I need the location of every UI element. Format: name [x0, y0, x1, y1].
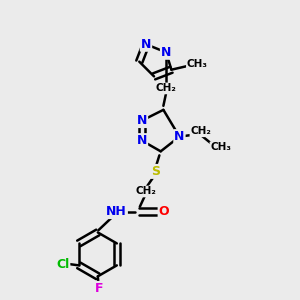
Text: N: N [174, 130, 184, 143]
Text: N: N [137, 134, 147, 147]
Text: CH₃: CH₃ [210, 142, 231, 152]
Text: O: O [159, 205, 169, 218]
Text: F: F [95, 282, 103, 295]
Text: CH₃: CH₃ [187, 59, 208, 69]
Text: S: S [151, 165, 160, 178]
Text: CH₂: CH₂ [190, 126, 211, 136]
Text: N: N [141, 38, 151, 51]
Text: CH₂: CH₂ [156, 83, 176, 93]
Text: NH: NH [106, 205, 127, 218]
Text: N: N [137, 114, 147, 127]
Text: CH₂: CH₂ [136, 187, 156, 196]
Text: Cl: Cl [56, 257, 69, 271]
Text: N: N [161, 46, 171, 59]
